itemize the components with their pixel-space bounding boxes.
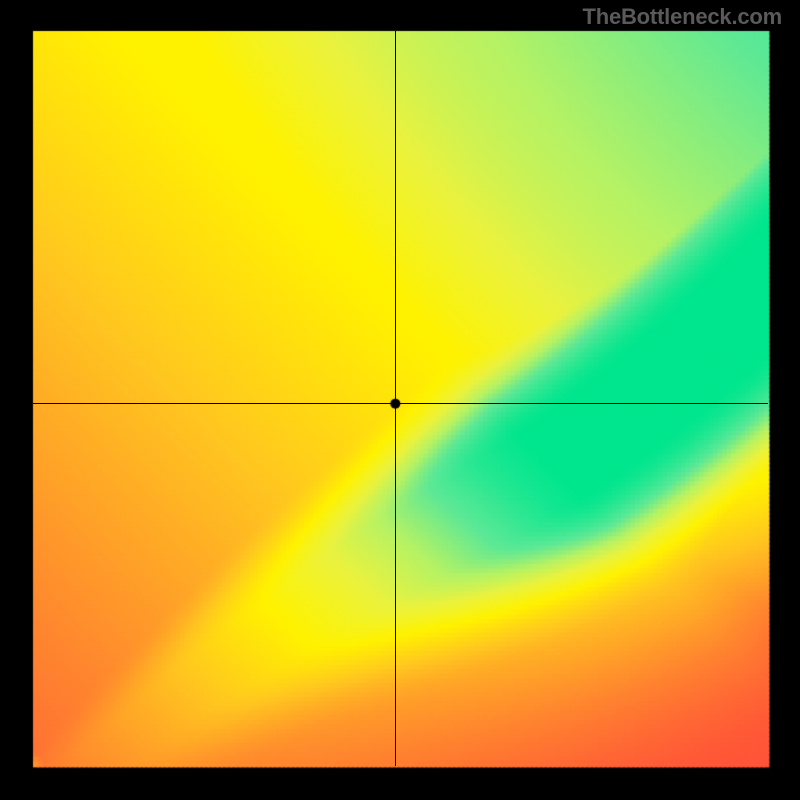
bottleneck-heatmap [0, 0, 800, 800]
watermark-text: TheBottleneck.com [582, 4, 782, 30]
crosshair-horizontal [33, 403, 768, 404]
crosshair-vertical [395, 31, 396, 766]
